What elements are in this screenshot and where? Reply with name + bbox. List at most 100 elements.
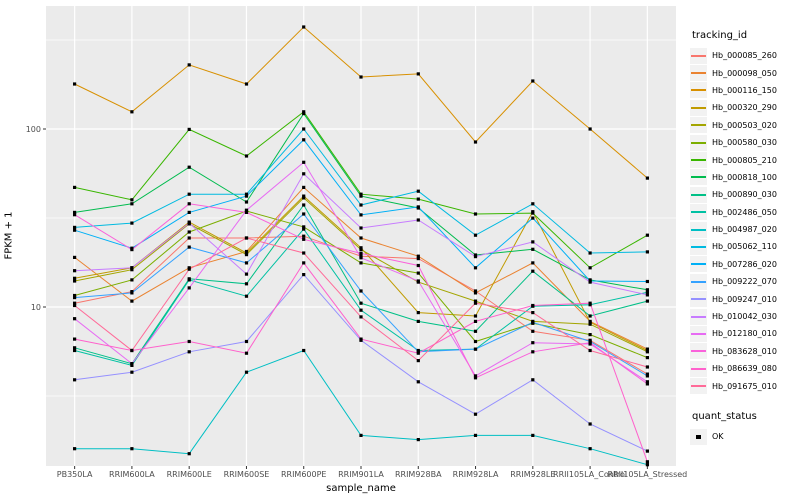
legend-line-icon bbox=[691, 280, 706, 283]
data-point bbox=[359, 301, 363, 305]
legend-line-icon bbox=[691, 89, 706, 92]
legend-line-icon bbox=[691, 176, 706, 179]
quant-legend-items: OK bbox=[690, 428, 800, 445]
legend-item: Hb_000805_210 bbox=[690, 151, 800, 169]
data-point bbox=[187, 236, 191, 240]
data-point bbox=[302, 112, 306, 116]
legend-label: Hb_086639_080 bbox=[712, 364, 777, 374]
data-point bbox=[416, 197, 420, 201]
data-point bbox=[416, 218, 420, 222]
data-point bbox=[302, 196, 306, 200]
data-point bbox=[416, 311, 420, 315]
data-point bbox=[473, 291, 478, 295]
legend-key-swatch bbox=[690, 273, 707, 290]
data-point bbox=[302, 348, 306, 353]
data-point bbox=[645, 365, 649, 369]
data-point bbox=[416, 263, 420, 268]
data-point bbox=[187, 127, 191, 131]
data-point bbox=[302, 251, 306, 255]
data-point bbox=[531, 341, 535, 345]
data-point bbox=[302, 227, 306, 231]
data-point bbox=[73, 317, 77, 321]
legend-key-swatch bbox=[690, 378, 707, 395]
data-point bbox=[244, 282, 249, 286]
data-point bbox=[588, 447, 592, 451]
data-point bbox=[531, 311, 535, 315]
legend-label: Hb_009247_010 bbox=[712, 294, 777, 304]
data-point bbox=[73, 269, 77, 273]
legend-title-quant-status: quant_status bbox=[692, 410, 757, 422]
data-point bbox=[645, 372, 649, 376]
legend-item: Hb_091675_010 bbox=[690, 377, 800, 395]
data-point bbox=[588, 320, 592, 324]
data-point bbox=[73, 276, 77, 280]
data-point bbox=[645, 449, 649, 453]
legend-label: Hb_010042_030 bbox=[712, 312, 777, 322]
data-point bbox=[645, 233, 649, 237]
data-point bbox=[130, 221, 134, 225]
data-point bbox=[588, 422, 592, 426]
data-point bbox=[588, 280, 592, 284]
data-point bbox=[531, 79, 535, 83]
data-point bbox=[531, 269, 535, 273]
data-point bbox=[302, 138, 306, 142]
data-point bbox=[645, 463, 649, 467]
data-point bbox=[359, 251, 363, 255]
data-point bbox=[645, 350, 649, 354]
data-point bbox=[244, 370, 249, 374]
legend-line-icon bbox=[691, 315, 706, 318]
data-point bbox=[130, 248, 134, 252]
data-point bbox=[473, 289, 478, 293]
data-point bbox=[73, 301, 77, 305]
x-tick-label: RRIM600SE bbox=[224, 470, 270, 479]
data-point bbox=[645, 279, 649, 284]
y-axis-title: FPKM + 1 bbox=[3, 211, 15, 260]
data-point bbox=[588, 348, 592, 353]
legend-line-icon bbox=[691, 54, 706, 57]
data-point bbox=[473, 314, 478, 318]
data-point bbox=[130, 110, 134, 114]
data-point bbox=[531, 211, 535, 215]
legend-key-swatch bbox=[690, 325, 707, 342]
data-point bbox=[244, 272, 249, 276]
data-point bbox=[73, 82, 77, 86]
data-point bbox=[187, 165, 191, 169]
legend-label: Hb_091675_010 bbox=[712, 381, 777, 391]
data-point bbox=[359, 337, 363, 341]
data-point bbox=[244, 200, 249, 204]
data-point bbox=[244, 192, 249, 196]
data-point bbox=[130, 362, 134, 366]
data-point bbox=[244, 253, 249, 257]
legend-key-swatch bbox=[690, 428, 707, 445]
data-point bbox=[244, 194, 249, 198]
quant-legend-label: OK bbox=[712, 432, 724, 441]
legend-key-swatch bbox=[690, 343, 707, 360]
data-point bbox=[473, 433, 478, 437]
data-point bbox=[588, 301, 592, 305]
data-point bbox=[473, 374, 478, 378]
data-point bbox=[645, 382, 649, 386]
data-point bbox=[73, 337, 77, 341]
legend-line-icon bbox=[691, 193, 706, 196]
legend-label: Hb_007286_020 bbox=[712, 259, 777, 269]
data-point bbox=[73, 348, 77, 353]
data-point bbox=[645, 176, 649, 180]
data-point bbox=[73, 210, 77, 214]
legend-key-swatch bbox=[690, 99, 707, 116]
legend-key-swatch bbox=[690, 134, 707, 151]
legend-key-swatch bbox=[690, 65, 707, 82]
data-point bbox=[645, 293, 649, 297]
data-point bbox=[187, 202, 191, 206]
data-point bbox=[302, 225, 306, 229]
legend-key-swatch bbox=[690, 204, 707, 221]
data-point bbox=[531, 261, 535, 265]
data-point bbox=[187, 192, 191, 196]
data-point bbox=[645, 299, 649, 303]
data-point bbox=[73, 303, 77, 308]
data-point bbox=[73, 255, 77, 259]
data-point bbox=[130, 299, 134, 303]
legend-line-icon bbox=[691, 159, 706, 162]
y-tick-label: 10 bbox=[31, 303, 41, 312]
quant-legend-item: OK bbox=[690, 428, 800, 445]
data-point bbox=[416, 279, 420, 283]
